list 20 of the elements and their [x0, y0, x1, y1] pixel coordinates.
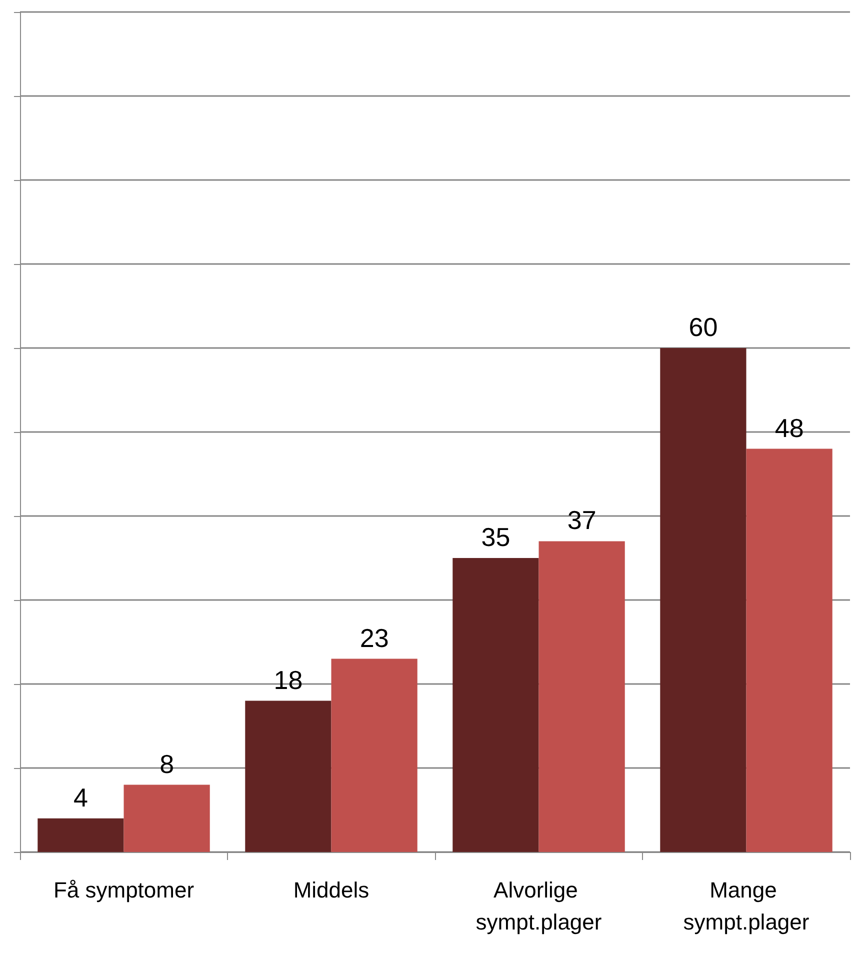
data-label: 60 [688, 312, 718, 342]
x-tick-label: Få symptomer [53, 878, 194, 902]
bar [660, 348, 746, 852]
x-tick-label: Alvorlige sympt.plager [476, 878, 602, 934]
data-label: 48 [774, 412, 804, 443]
bar [38, 818, 124, 852]
data-label: 4 [73, 782, 88, 812]
bar [746, 448, 832, 852]
data-label: 35 [481, 522, 510, 552]
x-tick-label: Mange sympt.plager [683, 878, 810, 934]
data-label: 37 [567, 505, 596, 536]
data-label: 23 [360, 622, 389, 653]
data-label: 8 [160, 748, 174, 779]
bar [124, 784, 210, 852]
bar [452, 558, 539, 852]
bar [538, 541, 625, 852]
x-tick-label: Middels [293, 878, 370, 902]
bar [245, 700, 332, 852]
bar [331, 658, 418, 852]
data-label: 18 [274, 664, 303, 695]
